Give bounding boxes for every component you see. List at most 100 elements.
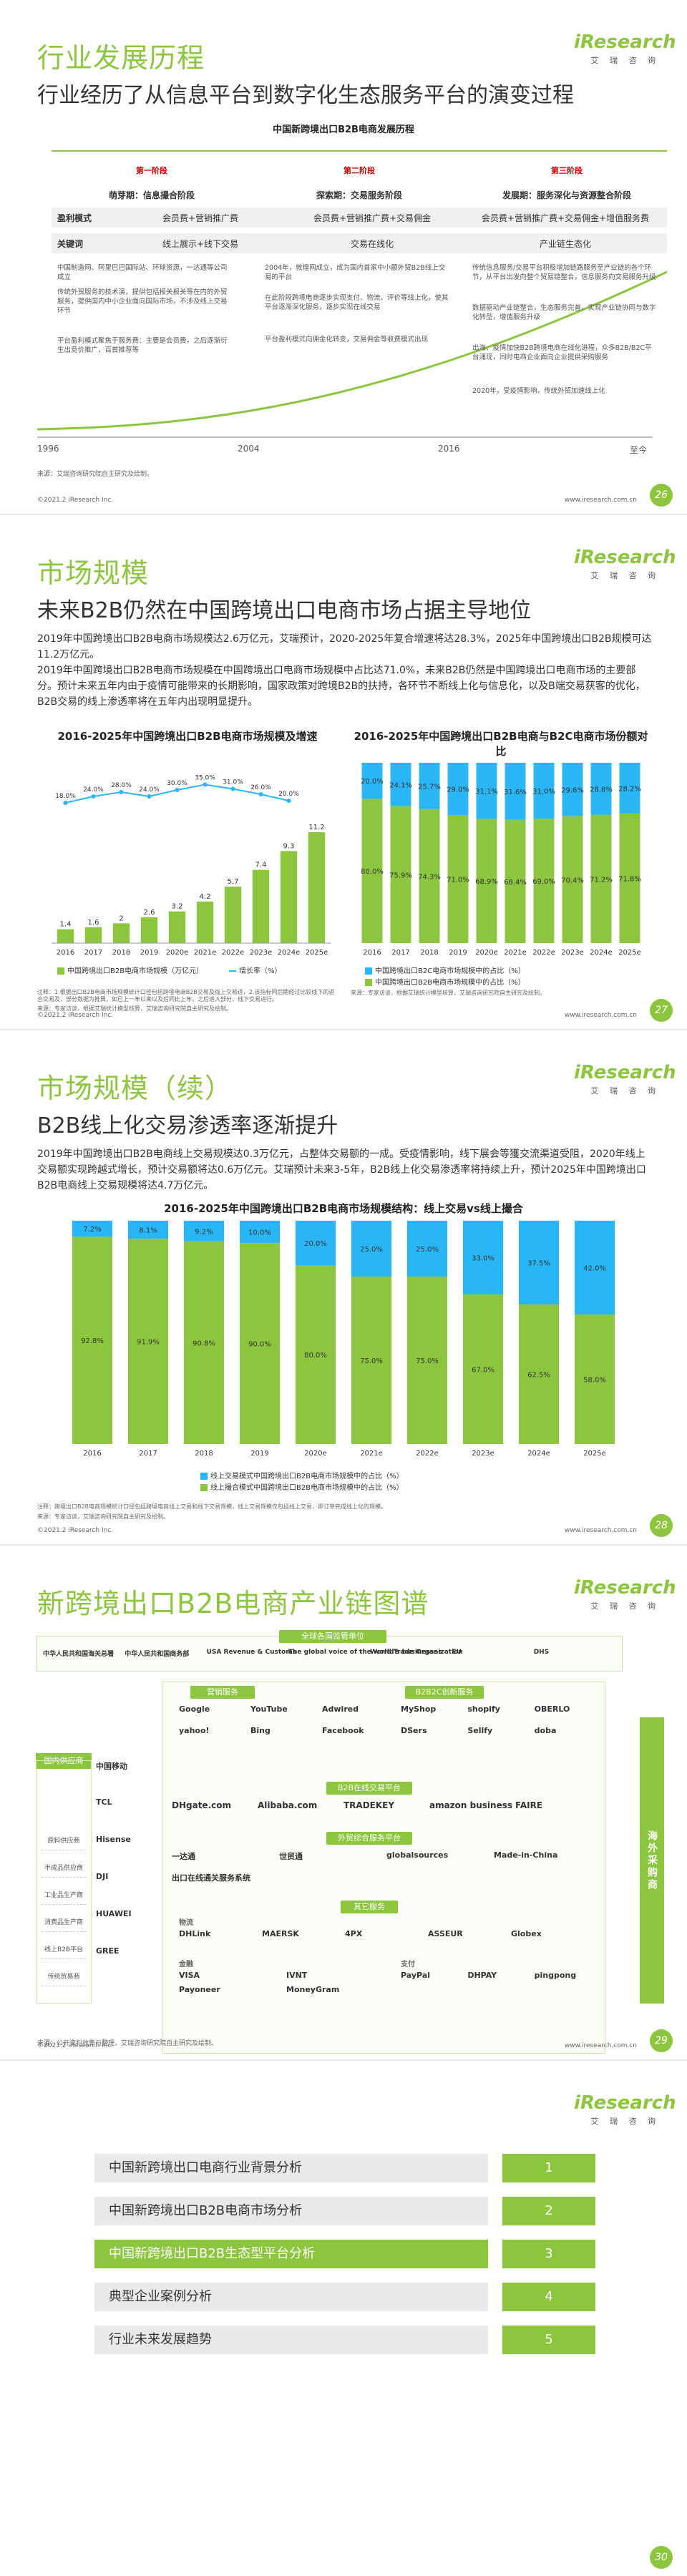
source-item: 半成品供应商 (42, 1859, 86, 1878)
logo-world-trade-organization: World Trade Organization (370, 1649, 463, 1656)
key-1: 线上展示+线下交易 (162, 239, 239, 249)
sec-b2b2c: B2B2C创新服务 (405, 1686, 484, 1699)
logo-: 中华人民共和国商务部 (125, 1651, 190, 1658)
toc-label: 中国新跨境出口电商行业背景分析 (94, 2154, 488, 2182)
logo-amazon-business: amazon business (429, 1800, 513, 1810)
timeline-1996: 1996 (37, 444, 59, 454)
stack-top-label-2023e: 29.6% (561, 786, 584, 794)
key-2: 交易在线化 (350, 239, 394, 249)
bar-label-2021e: 4.2 (200, 893, 211, 901)
x-tick-2025e: 2025e (583, 1450, 606, 1458)
bar-label-2022e: 5.7 (228, 878, 239, 886)
bar-2019 (140, 917, 158, 943)
x-tick-2019: 2019 (140, 949, 158, 957)
bar-label-2016: 1.4 (60, 921, 72, 929)
stack-bottom-2017 (127, 1239, 169, 1444)
bar-2021e (196, 901, 214, 943)
stack-bottom-2021e (351, 1277, 392, 1444)
toc-item-2[interactable]: 中国新跨境出口B2B电商市场分析 2 (94, 2197, 595, 2225)
bullet-p1-3: 平台盈利模式聚焦于服务费：主要是会员费，之后逐渐衍生出竞价推广，百首推荐等 (57, 337, 228, 354)
logo-usa-revenue-customs: USA Revenue & Customs (206, 1649, 297, 1656)
bar-label-2024e: 9.3 (283, 842, 295, 850)
bar-2017 (84, 927, 102, 943)
x-tick-2021e: 2021e (504, 949, 527, 957)
supplier-logos: 中国移动 TCL Hisense DJI HUAWEI GREE (96, 1760, 153, 2004)
x-tick-2024e: 2024e (278, 949, 301, 957)
stack-bottom-2019 (239, 1243, 281, 1444)
slide-title: 市场规模 (37, 557, 150, 589)
logo-the-global-voice-of-the-world-s-businesses: The global voice of the world's business… (288, 1649, 442, 1656)
toc-item-4[interactable]: 典型企业案例分析 4 (94, 2283, 595, 2311)
legend-online-trade: 线上交易模式中国跨境出口B2B电商市场规模中的占比（%） (200, 1470, 404, 1480)
timeline-2016: 2016 (438, 444, 460, 454)
logo-doba: doba (534, 1726, 557, 1735)
stack-top-2025e (619, 763, 640, 814)
toc-item-5[interactable]: 行业未来发展趋势 5 (94, 2326, 595, 2354)
logo-sub: 艾 瑞 咨 询 (590, 571, 660, 580)
x-tick-2022e: 2022e (222, 949, 245, 957)
logo-myshop: MyShop (401, 1704, 437, 1714)
stack-top-2021e (505, 763, 526, 820)
stack-top-label-2021e: 31.6% (504, 789, 527, 796)
x-tick-2023e: 2023e (561, 949, 584, 957)
x-tick-2022e: 2022e (416, 1450, 439, 1458)
copyright: ©2021.2 iResearch Inc. (37, 1527, 114, 1534)
bullet-p2-3: 平台盈利模式向佣金化转变，交易佣金等收费模式出现 (265, 336, 429, 343)
profit-label: 盈利模式 (57, 213, 92, 223)
x-tick-2019: 2019 (449, 949, 467, 957)
phase-2-name: 第二阶段 (344, 166, 375, 175)
source: 来源：专家访谈，艾瑞咨询研究院自主研究及绘制。 (37, 1513, 169, 1520)
toc-item-3[interactable]: 中国新跨境出口B2B生态型平台分析 3 (94, 2240, 595, 2268)
stack-top-label-2016: 7.2% (83, 1226, 101, 1234)
bar-2023e (252, 869, 270, 943)
stack-top-label-2025e: 42.0% (583, 1265, 606, 1273)
toc-item-1[interactable]: 中国新跨境出口电商行业背景分析 1 (94, 2154, 595, 2182)
bar-2016 (57, 929, 74, 943)
stack-bottom-2019 (447, 815, 469, 943)
logo-facebook: Facebook (322, 1726, 364, 1735)
sec-marketing: 营销服务 (190, 1686, 255, 1699)
x-tick-2020e: 2020e (166, 949, 189, 957)
logo-: 中华人民共和国海关总署 (43, 1651, 114, 1658)
x-tick-2016: 2016 (83, 1450, 101, 1458)
toc-number: 2 (502, 2197, 595, 2225)
stack-top-2020e (295, 1221, 336, 1266)
logo-dhpay: DHPAY (467, 1971, 497, 1980)
chart-title: 2016-2025年中国跨境出口B2B电商市场规模结构：线上交易vs线上撮合 (164, 1202, 523, 1215)
finance-logos: VISA IVNT Payoneer MoneyGram (179, 1971, 394, 1999)
stack-bottom-2023e (462, 1294, 504, 1444)
stack-top-label-2017: 8.1% (139, 1227, 157, 1235)
logo-hisense: Hisense (96, 1835, 131, 1844)
logo-globalsources: globalsources (386, 1850, 449, 1860)
paragraph: 2019年中国跨境出口B2B电商线上交易规模达0.3万亿元，占整体交易额的一成。… (37, 1148, 646, 1191)
stack-top-2019 (239, 1221, 281, 1244)
growth-label-2019: 24.0% (139, 786, 160, 794)
sec-trade: 外贸综合服务平台 (326, 1832, 412, 1845)
stack-bottom-label-2021e: 68.4% (504, 879, 527, 887)
bar-label-2020e: 3.2 (172, 903, 183, 911)
x-tick-2021e: 2021e (360, 1450, 383, 1458)
page-number: 26 (650, 484, 673, 507)
x-tick-2020e: 2020e (475, 949, 498, 957)
growth-point-2021e (203, 782, 208, 787)
stack-top-label-2020e: 20.0% (304, 1240, 327, 1248)
growth-label-2023e: 26.0% (250, 784, 271, 791)
stack-bottom-label-2017: 75.9% (389, 872, 412, 879)
bullet-p1-2: 传统外贸服务的技术演，提供包括报关报关等在内的外贸服务，提供国内中小企业面向国际… (57, 288, 228, 315)
slide-title: 市场规模（续） (37, 1073, 233, 1104)
gov-label: 全球各国监管单位 (279, 1630, 386, 1643)
stack-bottom-label-2025e: 71.8% (618, 876, 641, 884)
stack-top-label-2024e: 37.5% (527, 1260, 550, 1268)
sec-other: 其它服务 (341, 1901, 398, 1913)
stack-top-label-2021e: 25.0% (360, 1246, 383, 1254)
growth-label-2016: 18.0% (55, 793, 76, 800)
stack-bottom-label-2020e: 68.9% (475, 878, 498, 886)
stack-bottom-label-2019: 90.0% (248, 1341, 271, 1349)
key-label: 关键词 (57, 239, 84, 249)
stack-top-2024e (590, 763, 612, 815)
bar-2018 (112, 923, 130, 943)
logo-text: iResearch (574, 1577, 676, 1599)
stack-bottom-label-2020e: 80.0% (304, 1352, 327, 1360)
payment-logos: PayPal DHPAY pingpong (401, 1971, 601, 1999)
logo-dji: DJI (96, 1872, 109, 1881)
